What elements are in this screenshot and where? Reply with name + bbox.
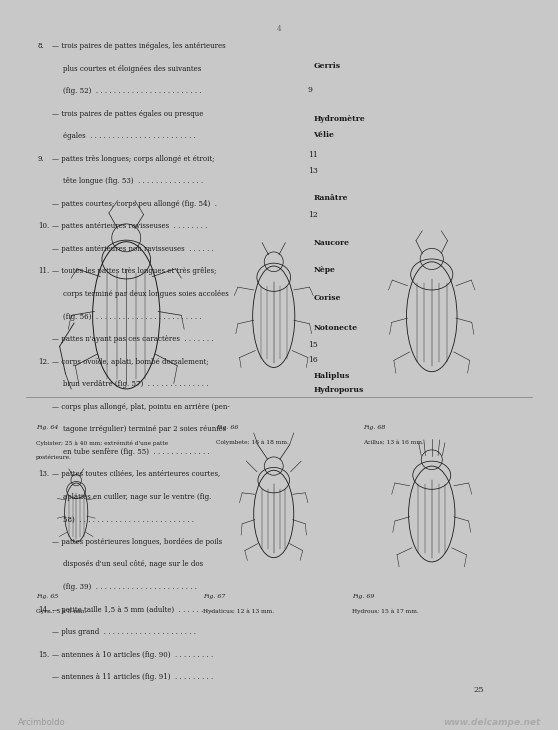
Text: Fig. 67: Fig. 67	[203, 593, 225, 599]
Text: tête longue (fig. 53)  . . . . . . . . . . . . . . .: tête longue (fig. 53) . . . . . . . . . …	[63, 177, 203, 185]
Text: Hydromètre: Hydromètre	[313, 115, 365, 123]
Text: 11: 11	[308, 151, 318, 159]
Text: 13.: 13.	[38, 470, 49, 478]
Text: Fig. 65: Fig. 65	[36, 593, 58, 599]
Text: Haliplus: Haliplus	[313, 372, 350, 380]
Text: 25: 25	[474, 686, 484, 694]
Text: — trois paires de pattes inégales, les antérieures: — trois paires de pattes inégales, les a…	[52, 42, 226, 50]
Text: Gerris: Gerris	[313, 62, 340, 70]
Text: Hydrous; 15 à 17 mm.: Hydrous; 15 à 17 mm.	[352, 609, 418, 615]
Text: — pattes très longues; corps allongé et étroit;: — pattes très longues; corps allongé et …	[52, 155, 215, 163]
Text: plus courtes et éloignées des suivantes: plus courtes et éloignées des suivantes	[63, 64, 201, 72]
Text: (fig. 56)  . . . . . . . . . . . . . . . . . . . . . . . .: (fig. 56) . . . . . . . . . . . . . . . …	[63, 312, 201, 320]
Text: Colymbete; 16 à 18 mm.: Colymbete; 16 à 18 mm.	[216, 440, 288, 445]
Text: — petite taille 1,5 à 5 mm (adulte)  . . . . . . . .: — petite taille 1,5 à 5 mm (adulte) . . …	[52, 606, 213, 614]
Text: — plus grand  . . . . . . . . . . . . . . . . . . . . .: — plus grand . . . . . . . . . . . . . .…	[52, 628, 196, 636]
Text: disposés d'un seul côté, nage sur le dos: disposés d'un seul côté, nage sur le dos	[63, 561, 203, 569]
Text: 4: 4	[277, 25, 281, 33]
Text: Fig. 66: Fig. 66	[216, 425, 238, 429]
Text: corps terminé par deux longues soies accolées: corps terminé par deux longues soies acc…	[63, 290, 229, 298]
Text: 16: 16	[308, 356, 318, 364]
Text: Fig. 68: Fig. 68	[363, 425, 386, 429]
Text: Notonecte: Notonecte	[313, 324, 357, 331]
Text: en tube senfère (fig. 55)  . . . . . . . . . . . . .: en tube senfère (fig. 55) . . . . . . . …	[63, 447, 210, 456]
Text: 15.: 15.	[38, 650, 49, 658]
Text: 11.: 11.	[38, 267, 49, 275]
Text: — corps ovoïde, aplati, bombé dorsalement;: — corps ovoïde, aplati, bombé dorsalemen…	[52, 358, 209, 366]
Text: — antennes à 10 articles (fig. 90)  . . . . . . . . .: — antennes à 10 articles (fig. 90) . . .…	[52, 650, 214, 658]
Text: Vélie: Vélie	[313, 131, 334, 139]
Text: Fig. 69: Fig. 69	[352, 593, 374, 599]
Text: 58)  . . . . . . . . . . . . . . . . . . . . . . . . . .: 58) . . . . . . . . . . . . . . . . . . …	[63, 515, 194, 523]
Text: — pattes toutes ciliées, les antérieures courtes,: — pattes toutes ciliées, les antérieures…	[52, 470, 221, 478]
Text: (fig. 52)  . . . . . . . . . . . . . . . . . . . . . . . .: (fig. 52) . . . . . . . . . . . . . . . …	[63, 87, 201, 95]
Text: Corise: Corise	[313, 294, 341, 302]
Text: www.delcampe.net: www.delcampe.net	[443, 718, 540, 727]
Text: 14.: 14.	[38, 606, 49, 613]
Text: brun verdâtre (fig. 57)  . . . . . . . . . . . . . .: brun verdâtre (fig. 57) . . . . . . . . …	[63, 380, 209, 388]
Text: 8.: 8.	[38, 42, 45, 50]
Text: Nèpe: Nèpe	[313, 266, 335, 274]
Text: 13: 13	[308, 167, 318, 175]
Text: 9.: 9.	[38, 155, 45, 163]
Text: aplaties en cuiller, nage sur le ventre (fig.: aplaties en cuiller, nage sur le ventre …	[63, 493, 211, 501]
Text: — toutes les pattes très longues et très grêles;: — toutes les pattes très longues et très…	[52, 267, 217, 275]
Text: — pattes n'ayant pas ces caractères  . . . . . . .: — pattes n'ayant pas ces caractères . . …	[52, 335, 214, 343]
Text: (fig. 39)  . . . . . . . . . . . . . . . . . . . . . . .: (fig. 39) . . . . . . . . . . . . . . . …	[63, 583, 197, 591]
Text: Arcimboldo: Arcimboldo	[18, 718, 65, 727]
Text: Ranâtre: Ranâtre	[313, 194, 348, 202]
Text: — pattes antérieures ravisseuses  . . . . . . . .: — pattes antérieures ravisseuses . . . .…	[52, 223, 208, 231]
Text: 15: 15	[308, 341, 318, 349]
Text: 10.: 10.	[38, 223, 49, 231]
Text: postérieure.: postérieure.	[36, 454, 71, 460]
Text: — pattes postérieures longues, bordées de poils: — pattes postérieures longues, bordées d…	[52, 538, 223, 546]
Text: — trois paires de pattes égales ou presque: — trois paires de pattes égales ou presq…	[52, 110, 204, 118]
Text: Hydaticus; 12 à 13 mm.: Hydaticus; 12 à 13 mm.	[203, 609, 274, 615]
Text: — pattes courtes; corps peu allongé (fig. 54)  .: — pattes courtes; corps peu allongé (fig…	[52, 200, 218, 208]
Text: — antennes à 11 articles (fig. 91)  . . . . . . . . .: — antennes à 11 articles (fig. 91) . . .…	[52, 673, 214, 681]
Text: Fig. 64: Fig. 64	[36, 425, 58, 429]
Text: Gyrn.; 5 à 8 mm.: Gyrn.; 5 à 8 mm.	[36, 609, 86, 615]
Text: — pattes antérieures non ravisseuses  . . . . . .: — pattes antérieures non ravisseuses . .…	[52, 245, 214, 253]
Text: égales  . . . . . . . . . . . . . . . . . . . . . . . .: égales . . . . . . . . . . . . . . . . .…	[63, 132, 196, 140]
Text: Cybister; 25 à 40 mm; extrémité d'une patte: Cybister; 25 à 40 mm; extrémité d'une pa…	[36, 440, 168, 445]
Text: 9: 9	[308, 86, 313, 94]
Text: Acillus; 13 à 16 mm.: Acillus; 13 à 16 mm.	[363, 440, 424, 445]
Text: tagone irrégulier) terminé par 2 soies réunies: tagone irrégulier) terminé par 2 soies r…	[63, 425, 226, 433]
Text: Naucore: Naucore	[313, 239, 349, 247]
Text: — corps plus allongé, plat, pointu en arrière (pen-: — corps plus allongé, plat, pointu en ar…	[52, 403, 230, 411]
Text: 12: 12	[308, 211, 318, 219]
Text: 12.: 12.	[38, 358, 49, 366]
Text: Hydroporus: Hydroporus	[313, 385, 364, 393]
